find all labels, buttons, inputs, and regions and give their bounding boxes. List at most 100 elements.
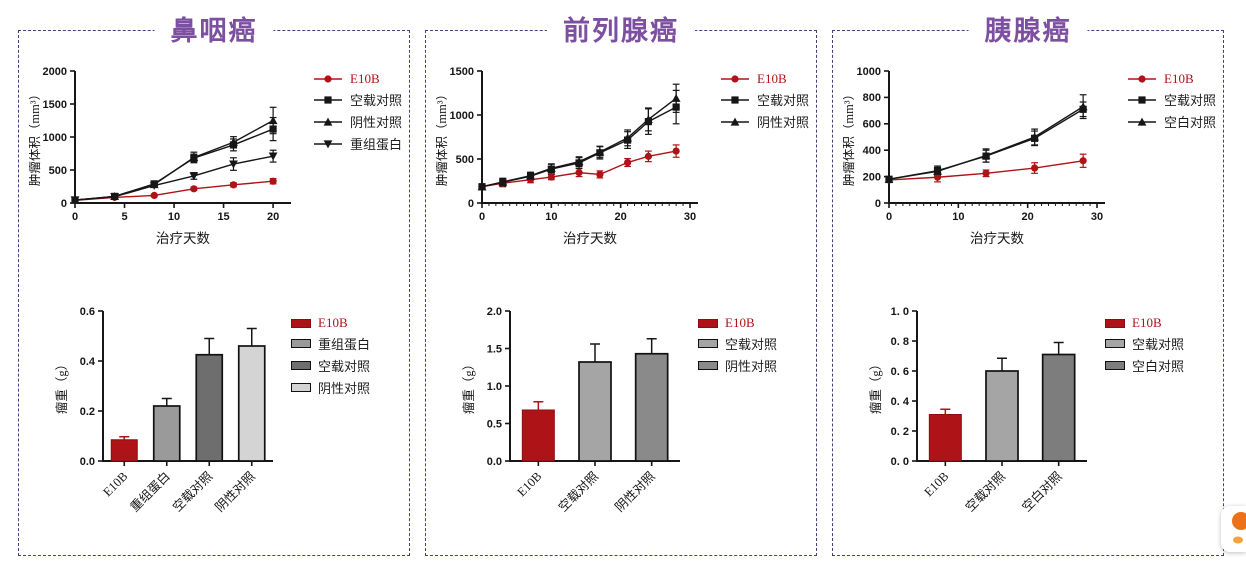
svg-text:10: 10	[545, 211, 557, 223]
square-marker-icon	[721, 95, 749, 104]
figure-page: 鼻咽癌 0 500 1000 1500 2000 0 5 10 15 20 治疗天数 肿瘤体积（mm³…	[18, 9, 1224, 556]
triangle-up-marker-icon	[721, 117, 749, 126]
svg-text:30: 30	[684, 211, 696, 223]
svg-text:2.0: 2.0	[487, 306, 502, 318]
svg-text:0.6: 0.6	[80, 306, 95, 318]
svg-text:1.5: 1.5	[487, 343, 502, 355]
svg-text:治疗天数: 治疗天数	[970, 231, 1024, 246]
tumor-weight-chart-row: 0. 0 0. 2 0. 4 0. 6 0. 8 1. 0 瘤重（g） E10B 空载对照 空白对…	[869, 299, 1223, 541]
legend-label: 重组蛋白	[350, 137, 403, 152]
svg-text:400: 400	[863, 145, 881, 157]
legend-label: E10B	[1164, 71, 1194, 86]
legend-label: 空载对照	[757, 93, 810, 108]
tumor-weight-chart-row: 0.0 0.2 0.4 0.6 瘤重（g） E10B 重组蛋白 空载对照 阴性对照 E10B 重组…	[55, 299, 409, 541]
tumor-volume-chart-row: 0 500 1000 1500 2000 0 5 10 15 20 治疗天数 肿瘤体积（mm³） E1…	[29, 57, 409, 249]
legend-swatch-icon	[291, 318, 311, 328]
panel-title: 鼻咽癌	[154, 9, 274, 48]
legend-item: 空白对照	[1127, 112, 1216, 131]
tumor-weight-chart-row: 0.0 0.5 1.0 1.5 2.0 瘤重（g） E10B 空载对照 阴性对照 E10B 空载对…	[462, 299, 816, 541]
triangle-down-marker-icon	[314, 139, 342, 148]
tumor-volume-line-chart: 0 500 1000 1500 0 10 20 30 治疗天数 肿瘤体积（mm³）	[436, 66, 698, 246]
legend-label: E10B	[1132, 315, 1162, 330]
circle-marker-icon	[1128, 75, 1156, 83]
svg-text:0: 0	[72, 211, 78, 223]
svg-text:空载对照: 空载对照	[556, 469, 601, 514]
legend-label: 空白对照	[1164, 115, 1217, 130]
svg-text:2000: 2000	[43, 66, 67, 78]
legend-swatch-icon	[1105, 339, 1125, 348]
panel-pancreatic-cancer: 胰腺癌 0 200 400 600 800 1000 0 10 20 30 治疗天数 肿瘤体积（mm³…	[832, 9, 1224, 556]
legend-item: 重组蛋白	[313, 134, 402, 153]
legend-swatch-icon	[1105, 361, 1125, 370]
legend-label: 空载对照	[725, 337, 778, 352]
legend-item: 阴性对照	[720, 112, 809, 131]
square-marker-icon	[314, 95, 342, 104]
legend-swatch-icon	[698, 361, 718, 370]
legend-label: 阴性对照	[725, 359, 778, 374]
legend-item: E10B	[1105, 315, 1184, 331]
triangle-up-marker-icon	[1128, 117, 1156, 126]
legend-label: 阴性对照	[350, 115, 403, 130]
svg-text:瘤重（g）: 瘤重（g）	[462, 358, 476, 414]
svg-text:1500: 1500	[43, 99, 67, 111]
svg-text:1000: 1000	[450, 110, 474, 122]
legend-label: 阴性对照	[757, 115, 810, 130]
panel-title: 前列腺癌	[547, 9, 695, 48]
svg-text:0. 4: 0. 4	[891, 396, 910, 408]
svg-text:0.5: 0.5	[487, 418, 502, 430]
square-marker-icon	[1128, 95, 1156, 104]
bar-chart-legend: E10B 空载对照 阴性对照	[698, 315, 777, 375]
svg-text:1. 0: 1. 0	[891, 306, 909, 318]
legend-label: E10B	[757, 71, 787, 86]
legend-swatch-icon	[1105, 318, 1125, 328]
triangle-up-marker-icon	[314, 117, 342, 126]
svg-text:空载对照: 空载对照	[170, 469, 215, 514]
svg-text:E10B: E10B	[514, 469, 544, 499]
line-chart-legend: E10B 空载对照阴性对照重组蛋白	[313, 71, 402, 153]
svg-text:0. 2: 0. 2	[891, 426, 909, 438]
svg-text:阴性对照: 阴性对照	[213, 469, 258, 514]
svg-text:0: 0	[468, 198, 474, 210]
svg-text:20: 20	[1022, 211, 1034, 223]
legend-label: E10B	[318, 315, 348, 330]
circle-marker-icon	[314, 75, 342, 83]
svg-text:20: 20	[267, 211, 279, 223]
svg-text:肿瘤体积（mm³）: 肿瘤体积（mm³）	[843, 88, 856, 186]
line-chart-legend: E10B 空载对照空白对照	[1127, 71, 1216, 131]
svg-text:E10B: E10B	[100, 469, 130, 499]
floating-logo-badge[interactable]	[1221, 506, 1246, 552]
legend-label: 空载对照	[1164, 93, 1217, 108]
legend-label: 空载对照	[318, 359, 371, 374]
panel-title: 胰腺癌	[968, 9, 1088, 48]
svg-text:10: 10	[168, 211, 180, 223]
legend-label: 阴性对照	[318, 381, 371, 396]
svg-text:E10B: E10B	[921, 469, 951, 499]
svg-text:1500: 1500	[450, 66, 474, 78]
svg-text:800: 800	[863, 92, 881, 104]
tumor-volume-chart-row: 0 200 400 600 800 1000 0 10 20 30 治疗天数 肿瘤体积（mm³） E1…	[843, 57, 1223, 249]
legend-swatch-icon	[291, 339, 311, 348]
svg-text:0. 0: 0. 0	[891, 456, 909, 468]
svg-text:5: 5	[121, 211, 127, 223]
svg-text:空白对照: 空白对照	[1019, 469, 1065, 515]
svg-text:0: 0	[479, 211, 485, 223]
legend-item: 空载对照	[313, 90, 402, 109]
legend-item: 空载对照	[1127, 90, 1216, 109]
tumor-volume-chart-row: 0 500 1000 1500 0 10 20 30 治疗天数 肿瘤体积（mm³） E10B 空载对…	[436, 57, 816, 249]
logo-icon	[1232, 512, 1246, 544]
legend-item: 空载对照	[720, 90, 809, 109]
legend-item: E10B	[1127, 71, 1216, 87]
svg-text:0.4: 0.4	[80, 356, 96, 368]
tumor-volume-line-chart: 0 200 400 600 800 1000 0 10 20 30 治疗天数 肿瘤体积（mm³）	[843, 66, 1105, 246]
svg-text:空载对照: 空载对照	[963, 469, 1008, 514]
legend-swatch-icon	[291, 361, 311, 370]
legend-label: 空载对照	[350, 93, 403, 108]
svg-text:500: 500	[456, 154, 474, 166]
legend-item: 重组蛋白	[291, 334, 370, 353]
bar-chart-legend: E10B 空载对照 空白对照	[1105, 315, 1184, 375]
tumor-weight-bar-chart: 0.0 0.5 1.0 1.5 2.0 瘤重（g） E10B 空载对照 阴性对照	[462, 306, 680, 514]
svg-text:治疗天数: 治疗天数	[156, 231, 210, 246]
legend-label: E10B	[350, 71, 380, 86]
legend-item: 阴性对照	[313, 112, 402, 131]
